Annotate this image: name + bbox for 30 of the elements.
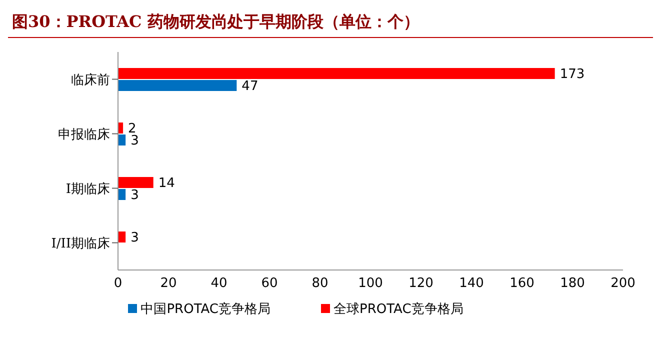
x-tick-label: 140 <box>459 276 484 292</box>
data-label: 3 <box>130 230 139 246</box>
data-label: 14 <box>158 176 175 192</box>
y-tick-label: I期临床 <box>66 182 110 197</box>
data-label: 47 <box>242 79 258 94</box>
legend-label: 中国PROTAC竞争格局 <box>140 302 270 317</box>
y-tick-label: I/II期临床 <box>51 236 110 252</box>
bar <box>118 134 126 146</box>
data-label: 173 <box>560 67 585 82</box>
y-tick-label: 申报临床 <box>58 127 110 142</box>
data-label: 3 <box>130 134 139 149</box>
data-label: 3 <box>130 188 139 204</box>
bar <box>118 189 126 200</box>
x-tick-label: 180 <box>560 276 585 292</box>
bar <box>118 68 555 79</box>
x-tick-label: 160 <box>510 276 534 292</box>
bar <box>118 232 126 242</box>
x-tick-label: 60 <box>261 276 278 292</box>
x-tick-label: 120 <box>408 276 434 292</box>
chart-title: 图30：PROTAC 药物研发尚处于早期阶段（单位：个） <box>8 8 653 38</box>
x-tick-label: 200 <box>610 276 636 292</box>
x-tick-label: 100 <box>358 276 383 292</box>
x-tick-label: 40 <box>210 276 228 292</box>
legend-label: 全球PROTAC竞争格局 <box>334 302 464 317</box>
y-tick-label: 临床前 <box>71 72 110 88</box>
x-tick-label: 20 <box>160 276 177 292</box>
x-tick-label: 80 <box>312 276 328 292</box>
x-tick-label: 0 <box>114 276 122 292</box>
bar <box>118 80 237 91</box>
bar <box>118 177 154 188</box>
